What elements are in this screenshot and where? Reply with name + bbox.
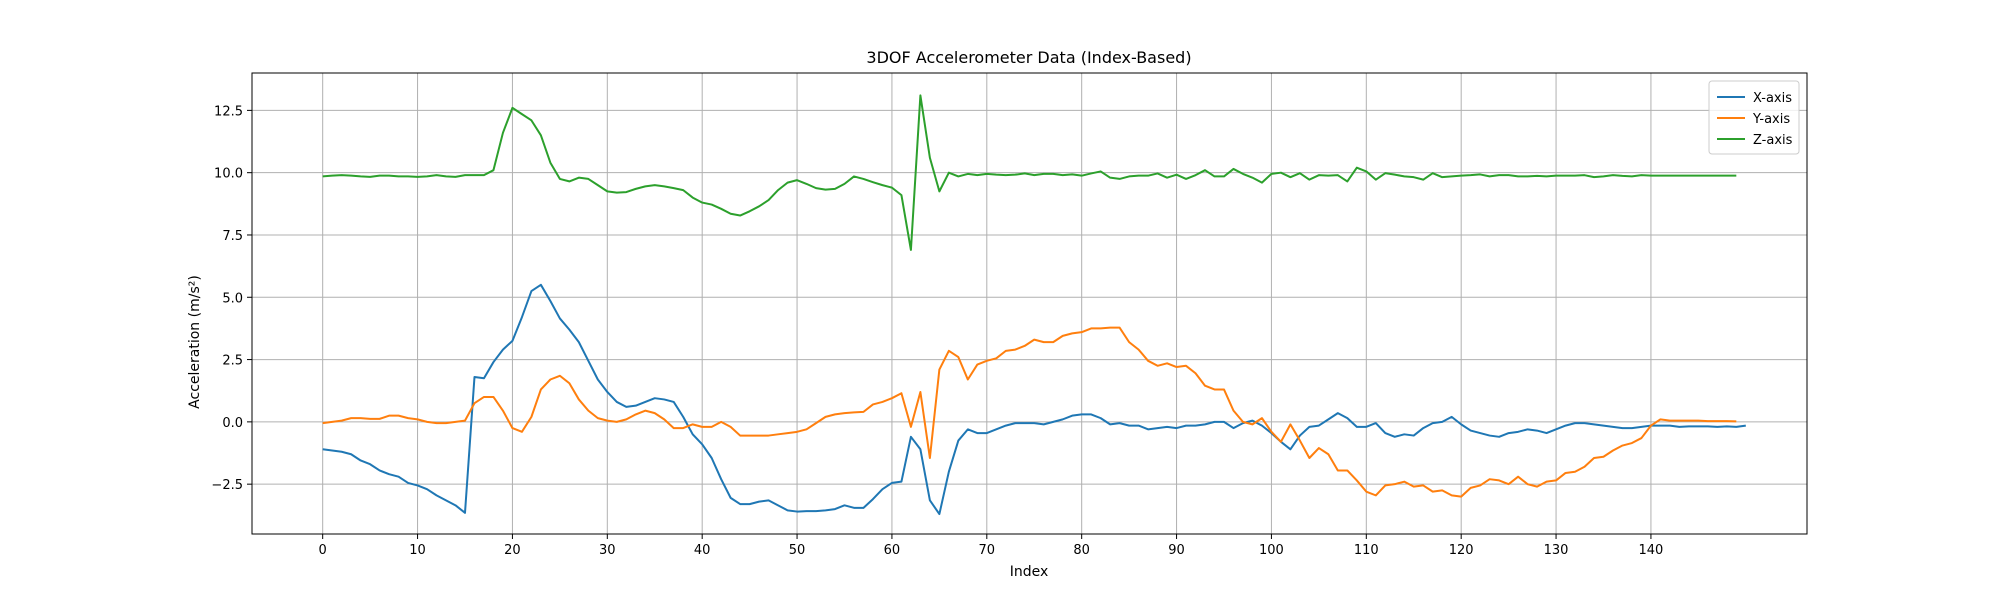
x-tick-label: 120 xyxy=(1449,543,1474,558)
chart-title: 3DOF Accelerometer Data (Index-Based) xyxy=(866,48,1191,67)
legend-label: Z-axis xyxy=(1753,133,1793,148)
legend-box xyxy=(1708,80,1800,155)
x-tick-label: 90 xyxy=(1168,543,1185,558)
x-tick-label: 140 xyxy=(1639,543,1664,558)
y-tick-label: 5.0 xyxy=(222,291,243,306)
series-line-x-axis xyxy=(322,283,1746,516)
x-tick-label: 80 xyxy=(1073,543,1090,558)
y-tick-label: 7.5 xyxy=(222,229,243,244)
y-tick-label: 12.5 xyxy=(214,104,243,119)
legend: X-axis Y-axis Z-axis xyxy=(1708,80,1800,155)
series-line-y-axis xyxy=(322,326,1737,498)
x-tick-label: 100 xyxy=(1259,543,1284,558)
series-line-z-axis xyxy=(322,94,1737,251)
x-tick-label: 20 xyxy=(504,543,521,558)
y-tick-label: −2.5 xyxy=(211,478,243,493)
x-tick-label: 30 xyxy=(599,543,616,558)
x-tick-label: 10 xyxy=(409,543,426,558)
series-lines xyxy=(322,94,1746,516)
y-axis-ticks: −2.5 0.0 2.5 5.0 7.5 10.0 12.5 xyxy=(211,104,252,493)
x-axis-ticks: 0 10 20 30 40 50 60 70 80 90 100 110 120 130 140 xyxy=(319,534,1664,558)
x-tick-label: 50 xyxy=(789,543,806,558)
y-axis-label: Acceleration (m/s²) xyxy=(187,275,203,409)
plot-frame xyxy=(251,72,1808,535)
y-tick-label: 0.0 xyxy=(222,416,243,431)
legend-label: Y-axis xyxy=(1752,112,1790,127)
x-tick-label: 60 xyxy=(884,543,901,558)
grid xyxy=(252,73,1807,534)
legend-label: X-axis xyxy=(1753,91,1792,106)
x-tick-label: 0 xyxy=(319,543,327,558)
y-tick-label: 10.0 xyxy=(214,167,243,182)
x-tick-label: 40 xyxy=(694,543,711,558)
x-axis-label: Index xyxy=(1010,564,1049,580)
y-tick-label: 2.5 xyxy=(222,354,243,369)
x-tick-label: 70 xyxy=(979,543,996,558)
x-tick-label: 130 xyxy=(1544,543,1569,558)
x-tick-label: 110 xyxy=(1354,543,1379,558)
